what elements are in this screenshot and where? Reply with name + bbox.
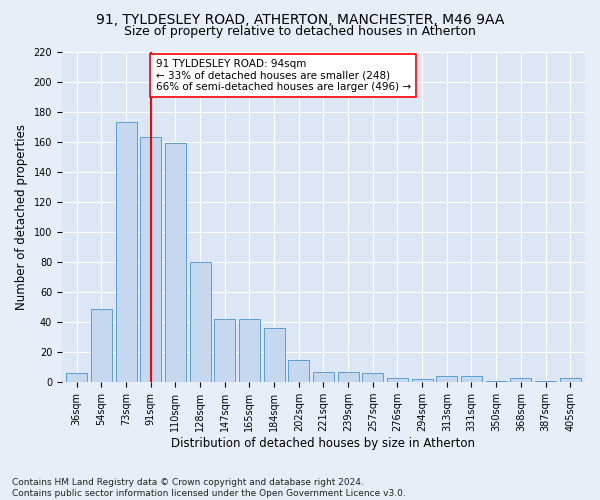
Bar (387, 378, 408, 382)
Text: Size of property relative to detached houses in Atherton: Size of property relative to detached ho… (124, 25, 476, 38)
Bar (362, 373, 383, 382)
Y-axis label: Number of detached properties: Number of detached properties (15, 124, 28, 310)
Bar (66, 373, 87, 382)
Bar (338, 372, 359, 382)
Bar (140, 137, 161, 382)
Bar (190, 262, 211, 382)
Bar (461, 376, 482, 382)
Text: Contains HM Land Registry data © Crown copyright and database right 2024.
Contai: Contains HM Land Registry data © Crown c… (12, 478, 406, 498)
Bar (239, 319, 260, 382)
Text: 91, TYLDESLEY ROAD, ATHERTON, MANCHESTER, M46 9AA: 91, TYLDESLEY ROAD, ATHERTON, MANCHESTER… (96, 12, 504, 26)
Bar (511, 378, 532, 382)
Bar (313, 372, 334, 382)
Bar (91, 308, 112, 382)
Bar (535, 380, 556, 382)
Bar (263, 328, 284, 382)
Bar (436, 376, 457, 382)
Bar (165, 143, 186, 382)
Text: 91 TYLDESLEY ROAD: 94sqm
← 33% of detached houses are smaller (248)
66% of semi-: 91 TYLDESLEY ROAD: 94sqm ← 33% of detach… (155, 59, 411, 92)
Bar (288, 360, 309, 382)
Bar (214, 319, 235, 382)
Bar (412, 379, 433, 382)
Bar (485, 380, 506, 382)
Bar (116, 122, 137, 382)
Bar (560, 378, 581, 382)
X-axis label: Distribution of detached houses by size in Atherton: Distribution of detached houses by size … (172, 437, 475, 450)
